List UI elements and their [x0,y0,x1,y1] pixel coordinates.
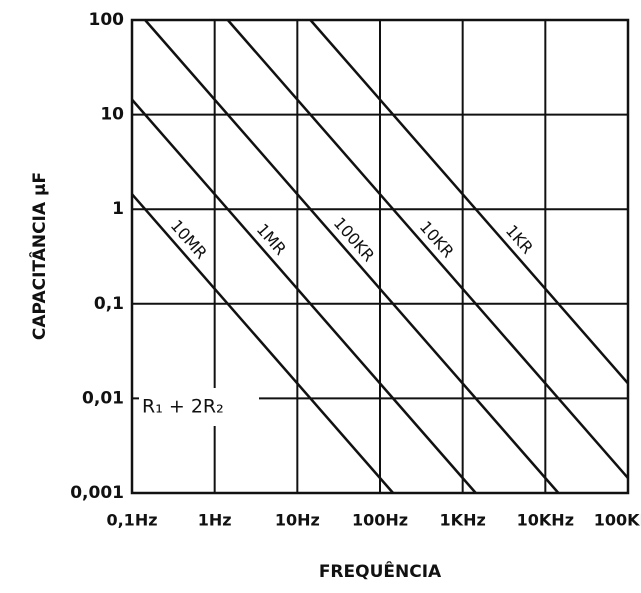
x-tick-label: 1Hz [198,511,232,530]
series-line [144,19,560,494]
series-label: 1MR [253,220,290,259]
x-tick-label: 10KHz [517,511,574,530]
series-line [226,19,629,479]
x-tick-label: 100KHz [594,511,641,530]
y-tick-label: 100 [89,10,125,30]
x-tick-label: 1KHz [440,511,486,530]
x-tick-label: 100Hz [352,511,408,530]
y-tick-label: 0,01 [82,388,124,408]
annotation-bg [139,388,259,426]
y-axis-label: CAPACITÂNCIA µF [28,172,50,340]
x-tick-label: 10Hz [275,511,320,530]
x-tick-label: 0,1Hz [106,511,157,530]
y-tick-label: 0,1 [94,294,124,314]
annotation: R₁ + 2R₂ [142,396,224,418]
series-label: 10KR [416,217,458,261]
series-label: 1KR [502,221,537,257]
series-line [131,193,395,494]
series-label: 10MR [167,216,211,263]
y-tick-label: 10 [100,105,124,125]
y-tick-label: 1 [112,199,124,219]
series-line [131,98,477,494]
x-axis-label: FREQUÊNCIA [319,560,442,582]
series-line [309,19,629,385]
frame [130,18,630,495]
y-tick-label: 0,001 [70,483,124,503]
